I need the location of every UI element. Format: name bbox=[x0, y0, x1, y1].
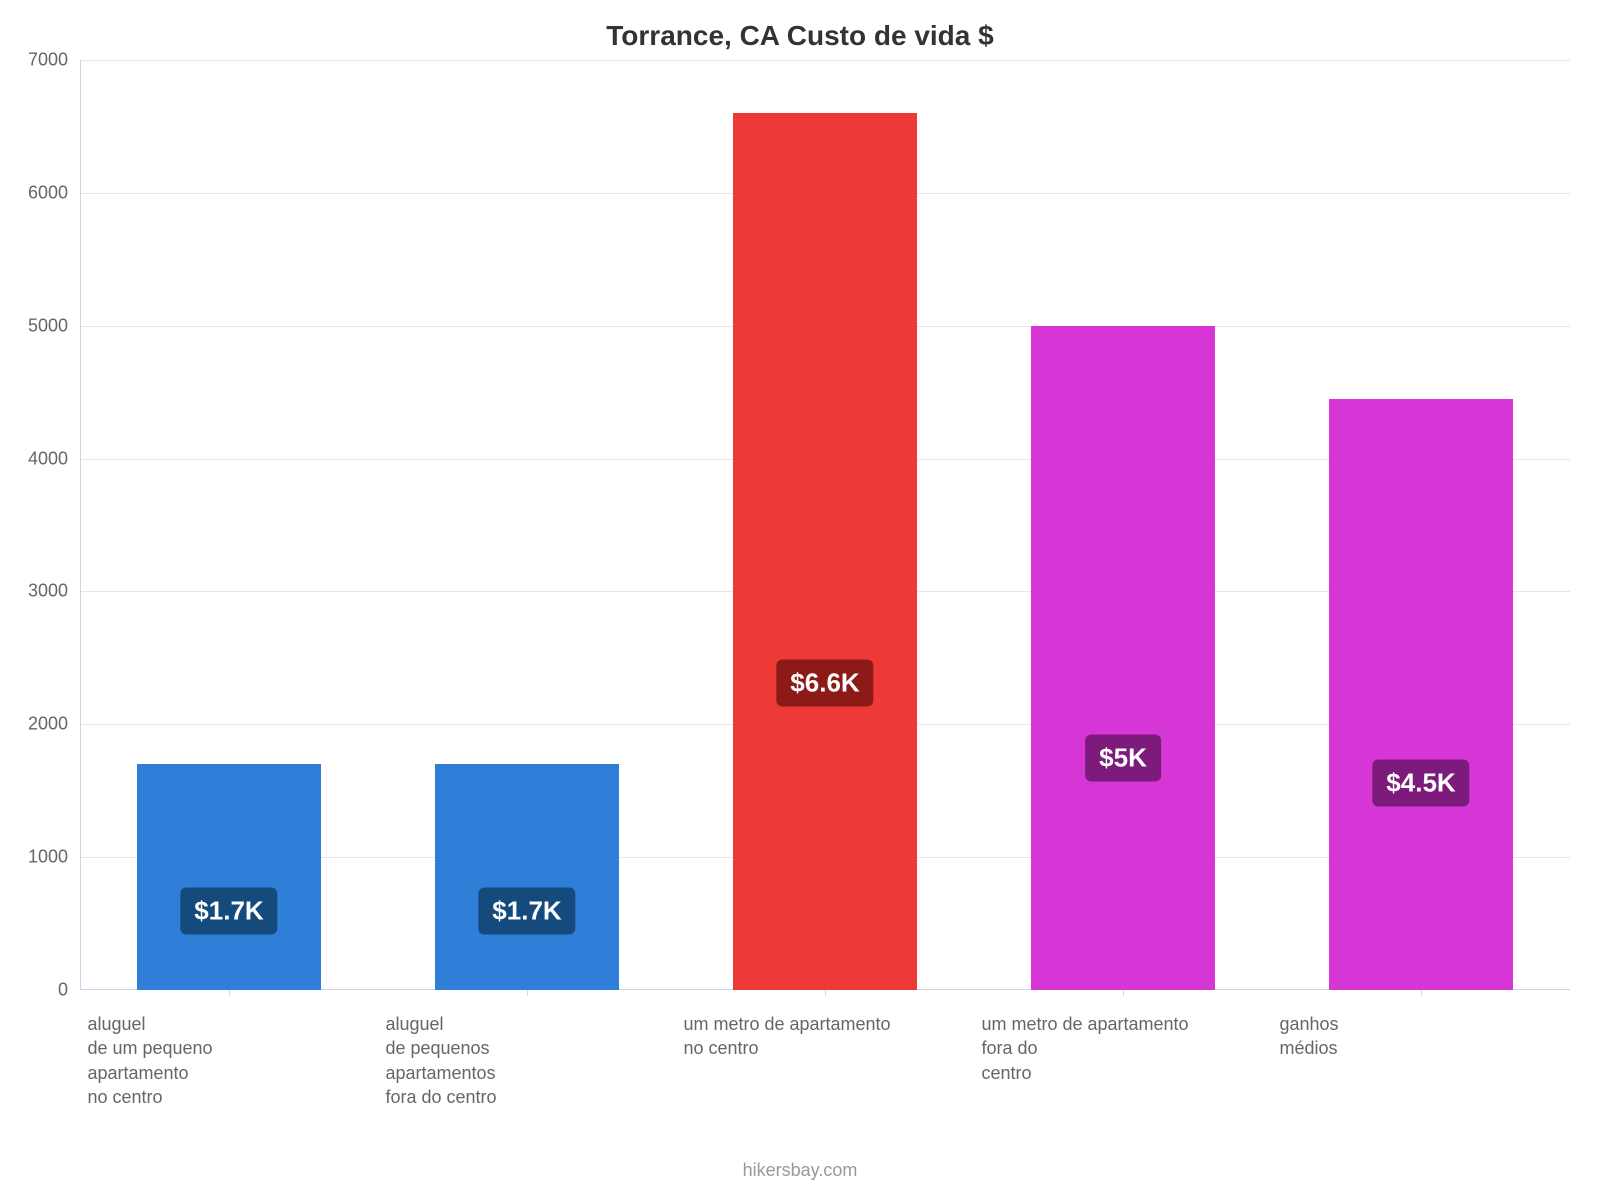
y-axis-line bbox=[80, 60, 81, 990]
plot-area: 01000200030004000500060007000$1.7Kalugue… bbox=[80, 60, 1570, 990]
cost-of-living-bar-chart: Torrance, CA Custo de vida $ 01000200030… bbox=[0, 0, 1600, 1200]
x-tick-label: um metro de apartamento no centro bbox=[683, 1012, 966, 1061]
bar bbox=[1031, 326, 1216, 990]
y-tick-label: 1000 bbox=[0, 847, 68, 868]
value-badge: $6.6K bbox=[776, 660, 873, 707]
x-tick-label: aluguel de pequenos apartamentos fora do… bbox=[385, 1012, 668, 1109]
gridline bbox=[80, 60, 1570, 61]
credit-text: hikersbay.com bbox=[0, 1160, 1600, 1181]
bar bbox=[137, 764, 322, 990]
chart-title: Torrance, CA Custo de vida $ bbox=[0, 20, 1600, 52]
bar bbox=[1329, 399, 1514, 990]
x-tick-mark bbox=[527, 990, 528, 996]
y-tick-label: 3000 bbox=[0, 581, 68, 602]
y-tick-label: 7000 bbox=[0, 50, 68, 71]
x-tick-label: um metro de apartamento fora do centro bbox=[981, 1012, 1264, 1085]
y-tick-label: 4000 bbox=[0, 448, 68, 469]
bar bbox=[435, 764, 620, 990]
bar bbox=[733, 113, 918, 990]
x-tick-label: ganhos médios bbox=[1279, 1012, 1562, 1061]
y-tick-label: 2000 bbox=[0, 714, 68, 735]
y-tick-label: 0 bbox=[0, 980, 68, 1001]
x-tick-mark bbox=[1421, 990, 1422, 996]
x-tick-mark bbox=[825, 990, 826, 996]
y-tick-label: 5000 bbox=[0, 315, 68, 336]
x-tick-mark bbox=[1123, 990, 1124, 996]
x-tick-mark bbox=[229, 990, 230, 996]
value-badge: $5K bbox=[1085, 734, 1161, 781]
y-tick-label: 6000 bbox=[0, 182, 68, 203]
value-badge: $4.5K bbox=[1372, 760, 1469, 807]
value-badge: $1.7K bbox=[478, 887, 575, 934]
x-tick-label: aluguel de um pequeno apartamento no cen… bbox=[87, 1012, 370, 1109]
value-badge: $1.7K bbox=[180, 887, 277, 934]
